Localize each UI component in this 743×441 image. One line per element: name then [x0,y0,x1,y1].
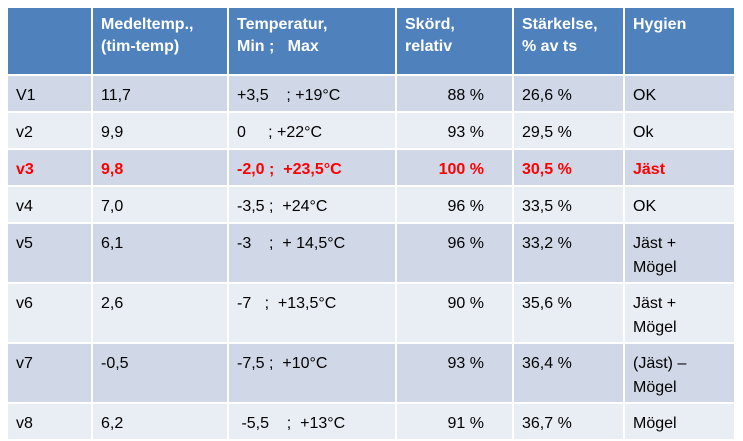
cell-hygien: Jäst [623,148,736,187]
header-cell-starkelse: Stärkelse,% av ts [512,6,625,76]
cell-skord: 100 % [395,148,514,187]
cell-skord: 91 % [395,402,514,441]
cell-temperatur: -3,5 ; +24°C [227,185,397,224]
table-row: v8 6,2 -5,5 ; +13°C 91 % 36,7 % Mögel [6,402,736,441]
cell-medeltemp: 6,1 [91,222,229,284]
cell-hygien: (Jäst) – Mögel [623,342,736,404]
header-cell-hygien: Hygien [623,6,736,76]
data-table-container: Medeltemp., (tim-temp) Temperatur, Min ; M… [6,6,736,441]
cell-starkelse: 36,7 % [512,402,625,441]
cell-id: v4 [6,185,93,224]
cell-id: v5 [6,222,93,284]
cell-skord: 93 % [395,111,514,150]
header-row: Medeltemp., (tim-temp) Temperatur, Min ; M… [6,6,736,76]
cell-temperatur: -3 ; + 14,5°C [227,222,397,284]
cell-skord: 90 % [395,282,514,344]
table-row: v7 -0,5 -7,5 ; +10°C 93 % 36,4 % (Jäst) … [6,342,736,404]
cell-temperatur: -7 ; +13,5°C [227,282,397,344]
cell-id: v3 [6,148,93,187]
cell-skord: 96 % [395,185,514,224]
cell-starkelse: 30,5 % [512,148,625,187]
cell-medeltemp: 2,6 [91,282,229,344]
cell-temperatur: -5,5 ; +13°C [227,402,397,441]
cell-starkelse: 33,5 % [512,185,625,224]
cell-id: v8 [6,402,93,441]
cell-skord: 88 % [395,74,514,113]
cell-medeltemp: -0,5 [91,342,229,404]
data-table: Medeltemp., (tim-temp) Temperatur, Min ; M… [6,6,736,441]
cell-id: v2 [6,111,93,150]
cell-hygien: OK [623,74,736,113]
header-cell-temperatur: Temperatur, Min ; Max [227,6,397,76]
cell-starkelse: 26,6 % [512,74,625,113]
header-cell-medeltemp: Medeltemp., (tim-temp) [91,6,229,76]
table-row-highlighted: v3 9,8 -2,0 ; +23,5°C 100 % 30,5 % Jäst [6,148,736,187]
cell-hygien: Ok [623,111,736,150]
cell-medeltemp: 9,9 [91,111,229,150]
cell-starkelse: 36,4 % [512,342,625,404]
cell-medeltemp: 11,7 [91,74,229,113]
cell-temperatur: -2,0 ; +23,5°C [227,148,397,187]
cell-medeltemp: 6,2 [91,402,229,441]
cell-starkelse: 29,5 % [512,111,625,150]
table-row: v4 7,0 -3,5 ; +24°C 96 % 33,5 % OK [6,185,736,224]
header-cell-skord: Skörd, relativ [395,6,514,76]
cell-temperatur: +3,5 ; +19°C [227,74,397,113]
cell-hygien: Mögel [623,402,736,441]
cell-starkelse: 35,6 % [512,282,625,344]
header-cell-id [6,6,93,76]
cell-skord: 93 % [395,342,514,404]
cell-hygien: Jäst + Mögel [623,222,736,284]
table-row: V1 11,7 +3,5 ; +19°C 88 % 26,6 % OK [6,74,736,113]
cell-temperatur: 0 ; +22°C [227,111,397,150]
cell-starkelse: 33,2 % [512,222,625,284]
cell-medeltemp: 9,8 [91,148,229,187]
cell-id: v7 [6,342,93,404]
cell-temperatur: -7,5 ; +10°C [227,342,397,404]
cell-medeltemp: 7,0 [91,185,229,224]
cell-id: V1 [6,74,93,113]
cell-id: v6 [6,282,93,344]
cell-skord: 96 % [395,222,514,284]
cell-hygien: Jäst + Mögel [623,282,736,344]
cell-hygien: OK [623,185,736,224]
table-row: v5 6,1 -3 ; + 14,5°C 96 % 33,2 % Jäst + M… [6,222,736,284]
table-row: v2 9,9 0 ; +22°C 93 % 29,5 % Ok [6,111,736,150]
table-row: v6 2,6 -7 ; +13,5°C 90 % 35,6 % Jäst + Mö… [6,282,736,344]
